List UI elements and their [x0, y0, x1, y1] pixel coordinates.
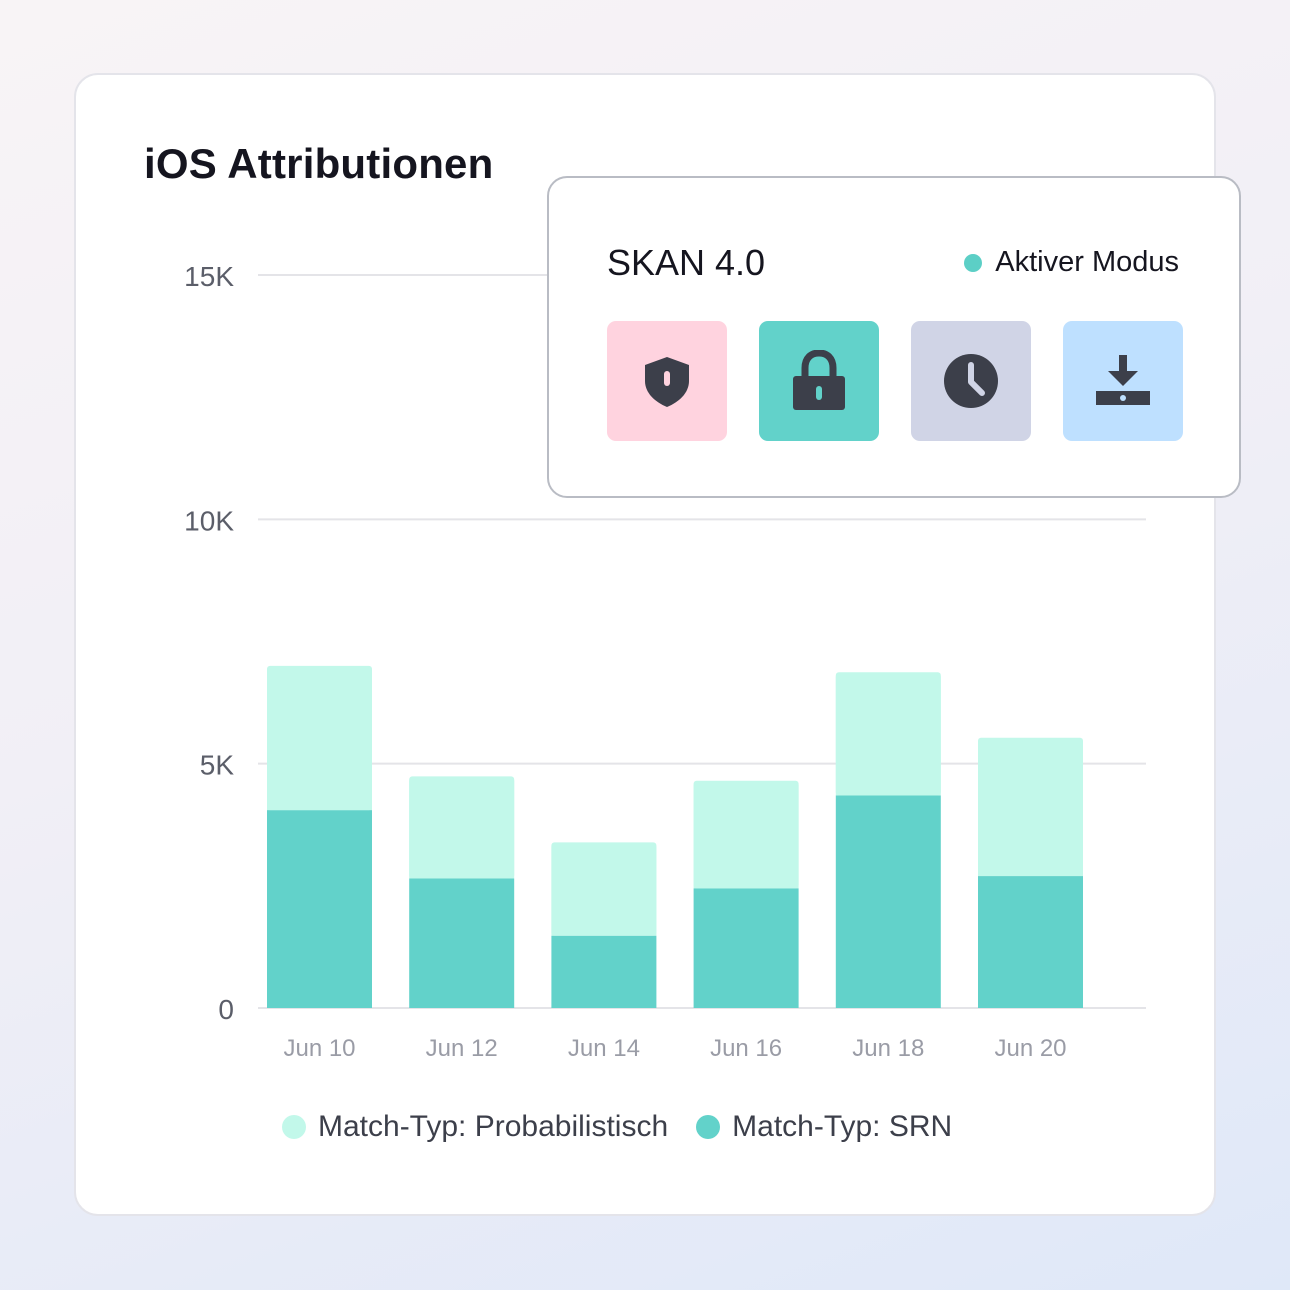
bar-segment — [978, 737, 1083, 877]
legend-item-srn[interactable]: Match-Typ: SRN — [696, 1110, 952, 1144]
legend-swatch-srn — [696, 1115, 721, 1139]
bar-segment — [693, 780, 799, 889]
x-tick-label: Jun 18 — [852, 1035, 924, 1062]
bar-segment — [409, 776, 515, 879]
y-tick-label: 0 — [218, 994, 234, 1025]
y-tick-labels: 0 5K 10K 15K — [184, 261, 234, 1025]
bars — [267, 665, 1083, 1008]
bar-segment — [551, 842, 657, 936]
mode-status: Aktiver Modus — [964, 246, 1179, 279]
mode-status-label: Aktiver Modus — [995, 246, 1179, 278]
y-tick-label: 15K — [184, 261, 234, 292]
chart-title: iOS Attributionen — [144, 140, 494, 187]
bar-segment — [409, 878, 515, 1008]
legend-item-probabilistic[interactable]: Match-Typ: Probabilistisch — [282, 1110, 668, 1144]
chart-legend: Match-Typ: Probabilistisch Match-Typ: SR… — [282, 1110, 980, 1144]
y-tick-label: 10K — [184, 505, 234, 536]
bar-segment — [693, 888, 799, 1008]
x-tick-label: Jun 20 — [994, 1035, 1066, 1062]
skan-popup: SKAN 4.0 Aktiver Modus — [547, 176, 1241, 498]
legend-label-probabilistic: Match-Typ: Probabilistisch — [318, 1110, 669, 1143]
lock-tile[interactable] — [759, 321, 879, 441]
bar-segment — [267, 810, 372, 1008]
shield-tile[interactable] — [607, 321, 727, 441]
shield-icon — [645, 357, 689, 407]
x-tick-label: Jun 12 — [426, 1035, 498, 1062]
bar-segment — [267, 665, 372, 811]
x-tick-label: Jun 10 — [283, 1035, 355, 1062]
clock-tile[interactable] — [911, 321, 1031, 441]
bar-segment — [978, 876, 1083, 1008]
status-dot — [964, 253, 983, 272]
bar-segment — [835, 672, 941, 796]
download-icon — [1096, 355, 1150, 405]
legend-label-srn: Match-Typ: SRN — [732, 1110, 953, 1143]
y-tick-label: 5K — [200, 750, 235, 781]
clock-icon — [944, 354, 998, 408]
x-tick-label: Jun 16 — [710, 1035, 782, 1062]
popup-title: SKAN 4.0 — [607, 242, 766, 283]
x-tick-labels: Jun 10 Jun 12 Jun 14 Jun 16 Jun 18 Jun 20 — [283, 1035, 1066, 1062]
lock-icon — [793, 350, 845, 410]
download-tile[interactable] — [1063, 321, 1183, 441]
feature-tiles — [607, 321, 1183, 441]
bar-segment — [835, 795, 941, 1008]
bar-segment — [551, 935, 657, 1008]
legend-swatch-probabilistic — [282, 1115, 306, 1139]
x-tick-label: Jun 14 — [568, 1035, 640, 1062]
